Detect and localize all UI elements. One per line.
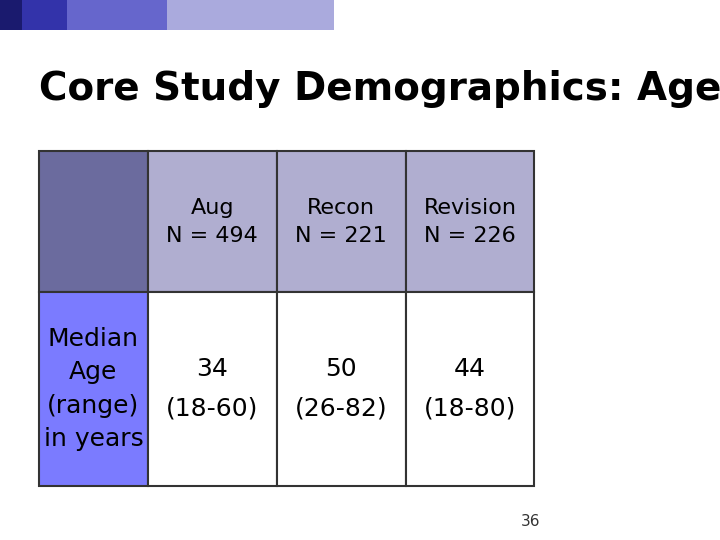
FancyBboxPatch shape [167,0,334,30]
FancyBboxPatch shape [0,0,22,30]
FancyBboxPatch shape [39,292,148,486]
Text: 50
(26-82): 50 (26-82) [294,357,387,421]
FancyBboxPatch shape [405,151,534,292]
Text: 36: 36 [521,514,540,529]
FancyBboxPatch shape [39,151,148,292]
FancyBboxPatch shape [67,0,167,30]
Text: Revision
N = 226: Revision N = 226 [423,198,516,246]
FancyBboxPatch shape [276,292,405,486]
Text: Aug
N = 494: Aug N = 494 [166,198,258,246]
Text: Median
Age
(range)
in years: Median Age (range) in years [44,327,143,451]
FancyBboxPatch shape [405,292,534,486]
FancyBboxPatch shape [276,151,405,292]
Text: Core Study Demographics: Age: Core Study Demographics: Age [39,70,720,108]
FancyBboxPatch shape [148,151,276,292]
Text: 44
(18-80): 44 (18-80) [424,357,516,421]
Text: 34
(18-60): 34 (18-60) [166,357,258,421]
FancyBboxPatch shape [148,292,276,486]
FancyBboxPatch shape [22,0,67,30]
Text: Recon
N = 221: Recon N = 221 [295,198,387,246]
FancyBboxPatch shape [0,0,14,16]
